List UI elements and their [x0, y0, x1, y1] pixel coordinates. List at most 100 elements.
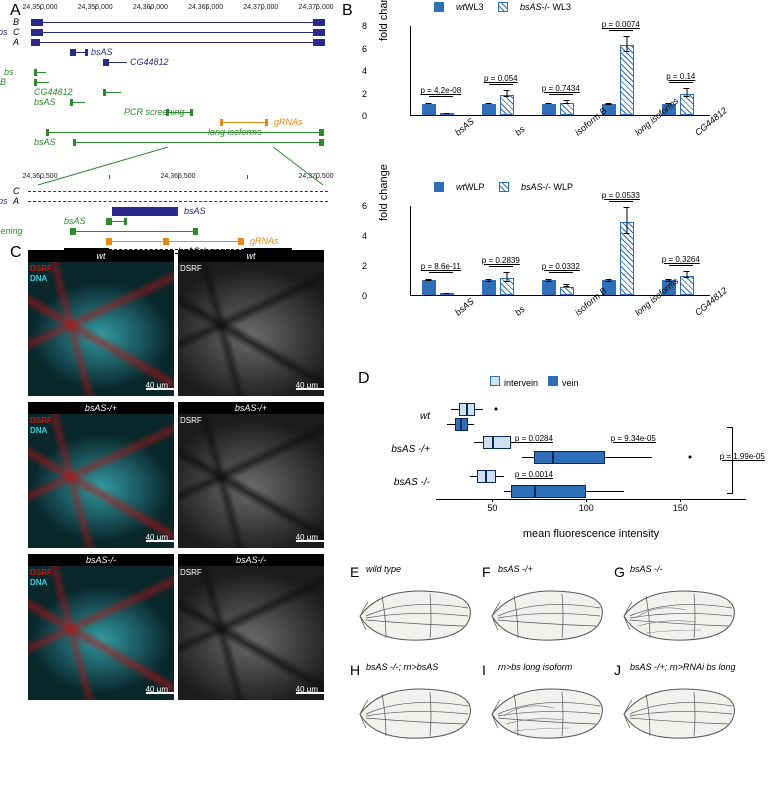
micro-row: bsAS-/+ DSRF DNA 40 µmbsAS-/+ DSRF 40 µm — [28, 402, 328, 548]
bar — [680, 94, 694, 115]
track-label: gRNAs — [274, 117, 303, 127]
x-tick-label: bs — [513, 304, 527, 318]
track: long isoforms — [28, 128, 328, 137]
figure: A B C D 24,350,00024,355,00024,360,00024… — [0, 0, 773, 788]
x-tick-label: bsAS — [453, 296, 476, 317]
bar — [542, 280, 556, 295]
track: PCR screening — [28, 108, 328, 117]
ylabel: fold change — [378, 164, 390, 221]
micrograph-dsrf: bsAS-/- DSRF 40 µm — [178, 554, 324, 700]
bar — [422, 280, 436, 295]
y-tick: 4 — [362, 231, 367, 241]
micro-row: bsAS-/- DSRF DNA 40 µmbsAS-/- DSRF 40 µm — [28, 554, 328, 700]
track: PCR screening — [28, 227, 328, 236]
bar — [560, 287, 574, 295]
row-label: bsAS -/+ — [370, 444, 430, 455]
wing-genotype: wild type — [366, 564, 401, 574]
p-value: p = 8.6e-11 — [421, 262, 461, 271]
legend-D: intervein vein — [490, 376, 579, 388]
bar — [620, 45, 634, 115]
wing-genotype: bsAS -/+; rn>RNAi bs long — [630, 662, 736, 672]
wing-H: H bsAS -/-; rn>bsAS — [352, 662, 480, 752]
wing-genotype: bsAS -/- — [630, 564, 663, 574]
bar — [482, 104, 496, 115]
track: bsAS — [28, 98, 328, 107]
legend-intervein: intervein — [504, 378, 538, 388]
track: bsC — [28, 28, 328, 37]
legend: wt WL3 bsAS -/- WL3 — [434, 2, 583, 14]
panel-D: intervein vein 50100150 — [370, 378, 760, 538]
x-axis-label: mean fluorescence intensity — [436, 528, 746, 540]
track-label: gRNAs — [250, 236, 279, 246]
p-value: p = 0.0533 — [602, 191, 640, 200]
track: C — [28, 187, 328, 196]
gene-browser-zoom: 24,360,50024,365,50024,370,500CbsAbsASbs… — [28, 175, 328, 256]
y-tick: 4 — [362, 66, 367, 76]
wing-genotype: bsAS -/-; rn>bsAS — [366, 662, 438, 672]
bar-chart-WL3: fold change p = 4.2e-08p = 0.054p = 0.74… — [384, 6, 754, 146]
y-tick: 0 — [362, 111, 367, 121]
bar-chart-WLP: fold change p = 8.6e-11p = 0.2839p = 0.0… — [384, 186, 754, 326]
track: A — [28, 38, 328, 47]
bar — [542, 104, 556, 115]
bar — [620, 222, 634, 296]
ruler: 24,350,00024,355,00024,360,00024,365,000… — [28, 6, 328, 18]
track-label: PCR screening — [124, 107, 185, 117]
gene-browser-top: 24,350,00024,355,00024,360,00024,365,000… — [28, 6, 328, 147]
track: bsAS — [28, 138, 328, 147]
track: bsAS — [28, 48, 328, 57]
label-C: C — [10, 244, 22, 262]
y-tick: 6 — [362, 201, 367, 211]
wing-genotype: bsAS -/+ — [498, 564, 533, 574]
p-value: p = 0.0074 — [602, 20, 640, 29]
row-label: bsAS -/- — [370, 477, 430, 488]
y-tick: 2 — [362, 261, 367, 271]
track: bsAS — [28, 217, 328, 226]
legend: wt WLP bsAS -/- WLP — [434, 182, 585, 194]
p-value: p = 0.0284 — [515, 434, 553, 443]
label-D: D — [358, 370, 370, 388]
wing-F: F bsAS -/+ — [484, 564, 612, 654]
row-label: wt — [370, 411, 430, 422]
track-label: bsAS — [184, 206, 206, 216]
wing-G: G bsAS -/- — [616, 564, 744, 654]
bar — [560, 103, 574, 115]
micrograph-dsrf: wt DSRF 40 µm — [178, 250, 324, 396]
micrograph-merge: bsAS-/- DSRF DNA 40 µm — [28, 554, 174, 700]
micrograph-dsrf: bsAS-/+ DSRF 40 µm — [178, 402, 324, 548]
p-value: p = 0.0332 — [542, 262, 580, 271]
wing-J: J bsAS -/+; rn>RNAi bs long — [616, 662, 744, 752]
track: CG44812 — [28, 88, 328, 97]
track-label: bsAS — [91, 47, 113, 57]
track-label: bs — [0, 196, 8, 206]
x-tick-label: bsAS — [453, 116, 476, 137]
p-value: p = 0.2839 — [482, 256, 520, 265]
p-value: p = 4.2e-08 — [420, 86, 461, 95]
micrograph-merge: wt DSRF DNA 40 µm — [28, 250, 174, 396]
track-label: long isoforms — [208, 127, 262, 137]
boxplot-area: 50100150 — [436, 400, 746, 500]
track-label: PCR screening — [0, 226, 23, 236]
track: bsA — [28, 197, 328, 206]
track-label: bs — [0, 27, 8, 37]
ylabel: fold change — [378, 0, 390, 41]
panel-A: 24,350,00024,355,00024,360,00024,365,000… — [28, 6, 328, 236]
wing-genotype: rn>bs long isoform — [498, 662, 572, 672]
track-label: bs — [4, 67, 14, 77]
y-tick: 2 — [362, 89, 367, 99]
track-label: CG44812 — [130, 57, 169, 67]
bar — [500, 95, 514, 115]
bar — [680, 276, 694, 296]
legend-vein: vein — [562, 378, 579, 388]
track: CG44812 — [28, 58, 328, 67]
x-tick: 100 — [579, 503, 594, 513]
y-tick: 6 — [362, 44, 367, 54]
micro-row: wt DSRF DNA 40 µmwt DSRF 40 µm — [28, 250, 328, 396]
p-value: p = 0.0014 — [515, 470, 553, 479]
p-value: p = 0.7434 — [542, 84, 580, 93]
micrograph-merge: bsAS-/+ DSRF DNA 40 µm — [28, 402, 174, 548]
y-tick: 8 — [362, 21, 367, 31]
track: B — [28, 18, 328, 27]
wings-grid: E wild type F bsAS -/+ G bsAS -/- — [350, 560, 760, 756]
x-tick: 150 — [673, 503, 688, 513]
